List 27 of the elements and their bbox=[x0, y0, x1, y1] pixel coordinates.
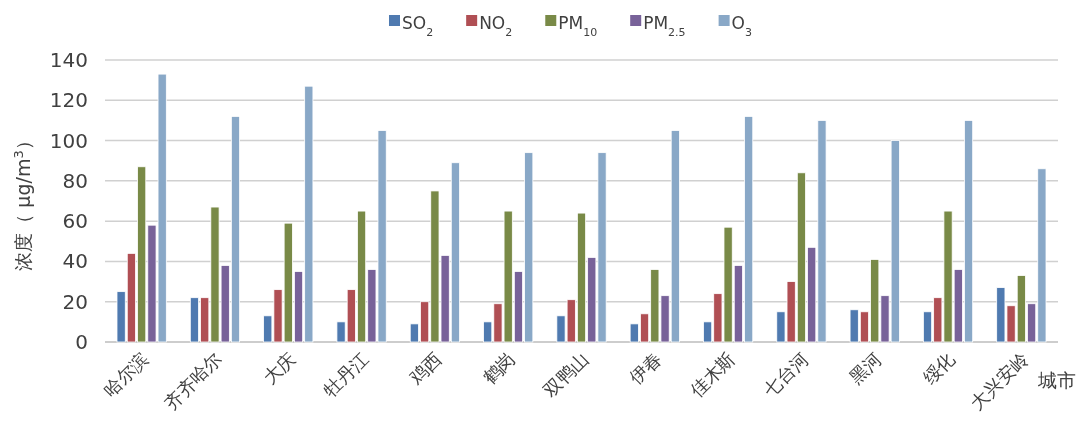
x-axis-title: 城市 bbox=[1037, 369, 1076, 391]
x-tick-label: 鸡西 bbox=[404, 347, 446, 389]
x-tick-label: 佳木斯 bbox=[685, 347, 739, 402]
x-tick-label: 哈尔滨 bbox=[99, 347, 153, 402]
x-tick-label: 七台河 bbox=[759, 347, 813, 402]
legend-label: PM$_{2.5}$ bbox=[643, 13, 686, 39]
legend-label: O$_{3}$ bbox=[731, 13, 753, 39]
y-tick-label: 120 bbox=[49, 88, 88, 113]
legend-label: PM$_{10}$ bbox=[558, 13, 598, 39]
y-tick-label: 0 bbox=[75, 330, 88, 354]
x-tick-label: 大庆 bbox=[258, 347, 300, 389]
x-tick-label: 绥化 bbox=[918, 347, 959, 389]
x-tick-label: 齐齐哈尔 bbox=[160, 347, 226, 414]
y-tick-label: 60 bbox=[62, 209, 88, 234]
y-tick-label: 20 bbox=[62, 289, 88, 314]
y-tick-label: 80 bbox=[62, 168, 88, 193]
legend-label: SO$_{2}$ bbox=[401, 13, 434, 39]
x-tick-label: 鹤岗 bbox=[478, 347, 520, 389]
x-tick-label: 牡丹江 bbox=[319, 347, 373, 402]
y-tick-label: 100 bbox=[49, 128, 88, 153]
x-tick-label: 黑河 bbox=[845, 347, 886, 389]
x-tick-label: 双鸭山 bbox=[539, 347, 593, 402]
y-tick-label: 40 bbox=[62, 249, 88, 274]
x-tick-label: 大兴安岭 bbox=[966, 347, 1033, 414]
legend-label: NO$_{2}$ bbox=[479, 13, 513, 39]
x-tick-label: 伊春 bbox=[625, 347, 666, 389]
y-tick-label: 140 bbox=[49, 48, 88, 72]
